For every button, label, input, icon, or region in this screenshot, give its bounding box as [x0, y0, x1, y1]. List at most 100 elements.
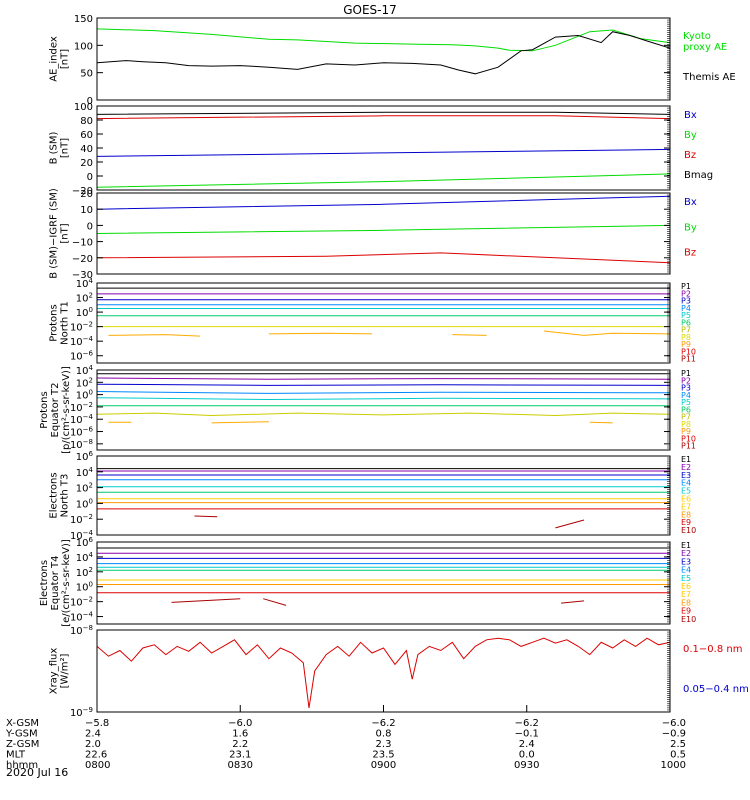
- legend-entry: P3: [681, 297, 691, 306]
- legend-entry: E9: [681, 518, 691, 527]
- y-tick-label: 20: [80, 189, 93, 200]
- y-tick-label: 10−4: [70, 611, 94, 624]
- y-axis-label: North T1: [60, 301, 71, 345]
- legend-entry: E2: [681, 463, 691, 472]
- y-tick-label: 10−6: [70, 350, 94, 363]
- y-axis-label: [e/(cm²-s-sr-keV)]: [61, 539, 72, 627]
- ephemeris-value: 1000: [661, 760, 686, 771]
- ephemeris-value: −5.8: [85, 718, 109, 729]
- ephemeris-value: −6.0: [228, 718, 252, 729]
- y-tick-label: −10: [72, 238, 93, 249]
- date-label: 2020 Jul 16: [6, 766, 68, 779]
- series-line-bsm-3: [97, 173, 670, 188]
- y-axis-label: [nT]: [60, 138, 71, 158]
- series-line-elec4-11: [561, 600, 585, 604]
- panel-frame: [96, 192, 671, 275]
- legend-entry: Bz: [684, 150, 696, 161]
- legend-entry: E8: [681, 510, 691, 519]
- legend-entry: E7: [681, 590, 691, 599]
- legend-entry: P8: [681, 420, 691, 429]
- ephemeris-value: −6.0: [662, 718, 686, 729]
- y-tick-label: 80: [80, 116, 93, 127]
- y-axis-label: Electrons: [39, 560, 50, 606]
- ephemeris-label: Y-GSM: [5, 729, 38, 740]
- ephemeris-value: 0.0: [519, 750, 535, 761]
- legend-entry: E10: [681, 526, 696, 535]
- y-tick-label: 10−8: [70, 624, 93, 637]
- series-line-prot2-4: [97, 397, 670, 401]
- ephemeris-value: 2.2: [232, 739, 248, 750]
- y-tick-label: 10−8: [70, 438, 93, 451]
- y-tick-label: 10: [80, 205, 93, 216]
- y-axis-label: B (SM): [49, 131, 60, 164]
- plot-title: GOES-17: [343, 3, 397, 17]
- y-tick-label: 100: [74, 102, 93, 113]
- legend-entry: P5: [681, 398, 691, 407]
- series-line-prot2-1: [97, 377, 670, 380]
- legend-entry: 0.05−0.4 nm: [683, 684, 749, 695]
- y-tick-label: 0: [87, 96, 93, 107]
- ephemeris-value: −0.9: [662, 729, 686, 740]
- y-axis-label: Equator T2: [50, 383, 61, 438]
- legend-entry: Kyoto: [683, 31, 711, 42]
- y-tick-label: 104: [76, 364, 94, 377]
- y-tick-label: −30: [72, 270, 93, 281]
- y-tick-label: 100: [76, 497, 93, 510]
- legend-entry: By: [684, 130, 697, 141]
- ephemeris-label: X-GSM: [6, 718, 39, 729]
- legend-entry: E3: [681, 471, 691, 480]
- legend-entry: Bx: [684, 197, 697, 208]
- y-tick-label: 100: [76, 581, 93, 594]
- ephemeris-value: −6.2: [515, 718, 539, 729]
- legend-entry: P6: [681, 405, 691, 414]
- y-tick-label: 10−4: [70, 335, 94, 348]
- series-line-elec3-9: [194, 515, 218, 518]
- y-tick-label: 150: [74, 14, 93, 25]
- ephemeris-label: Z-GSM: [6, 739, 39, 750]
- legend-entry: proxy AE: [683, 42, 727, 53]
- legend-entry: E5: [681, 574, 691, 583]
- legend-entry: P11: [681, 355, 696, 364]
- legend-entry: E4: [681, 566, 691, 575]
- y-tick-label: 104: [76, 551, 94, 564]
- ephemeris-value: 0900: [371, 760, 396, 771]
- legend-entry: E1: [681, 455, 691, 464]
- y-tick-label: 106: [76, 450, 94, 463]
- series-line-prot2-9: [589, 421, 613, 424]
- ephemeris-value: 0930: [514, 760, 539, 771]
- series-line-bsm-2: [97, 148, 670, 157]
- ephemeris-value: 0800: [85, 760, 110, 771]
- series-line-xray-0: [97, 637, 670, 708]
- y-axis-label: Xray_flux: [49, 648, 60, 695]
- ephemeris-label: hhmm: [6, 760, 38, 771]
- ephemeris-value: −0.1: [515, 729, 539, 740]
- series-line-elec4-9: [171, 598, 241, 603]
- panel-frame: [96, 105, 671, 191]
- series-line-prot1-9: [452, 334, 487, 336]
- legend-entry: By: [684, 222, 697, 233]
- legend-entry: E6: [681, 582, 691, 591]
- y-tick-label: −20: [72, 186, 93, 197]
- legend-entry: Bz: [684, 248, 696, 259]
- y-axis-label: AE_index: [49, 36, 60, 82]
- legend-entry: P4: [681, 391, 691, 400]
- panel-frame: [96, 455, 671, 536]
- panel-bsm: −20 0 20 40 60 80 100 B (SM) [nT] Bx By Bz Bmag: [49, 102, 714, 197]
- y-tick-label: 102: [76, 292, 93, 305]
- y-tick-label: 102: [76, 482, 93, 495]
- ephemeris-value: 2.5: [670, 739, 686, 750]
- legend-entry: E5: [681, 487, 691, 496]
- y-tick-label: 10−6: [70, 426, 94, 439]
- legend-entry: E3: [681, 557, 691, 566]
- series-line-prot1-7: [108, 334, 201, 337]
- series-line-ae-1: [97, 31, 670, 75]
- y-tick-label: 10−2: [70, 401, 93, 414]
- y-tick-label: 100: [76, 389, 93, 402]
- y-axis-label: Protons: [49, 304, 60, 341]
- ephemeris-value: 22.6: [85, 750, 107, 761]
- y-tick-label: 104: [76, 277, 94, 290]
- legend-entry: P7: [681, 326, 691, 335]
- panel-bigrf: −30 −20 −10 0 10 20 B (SM)−IGRF (SM) [nT] Bx By Bz: [49, 188, 697, 281]
- series-line-prot1-8: [268, 332, 373, 335]
